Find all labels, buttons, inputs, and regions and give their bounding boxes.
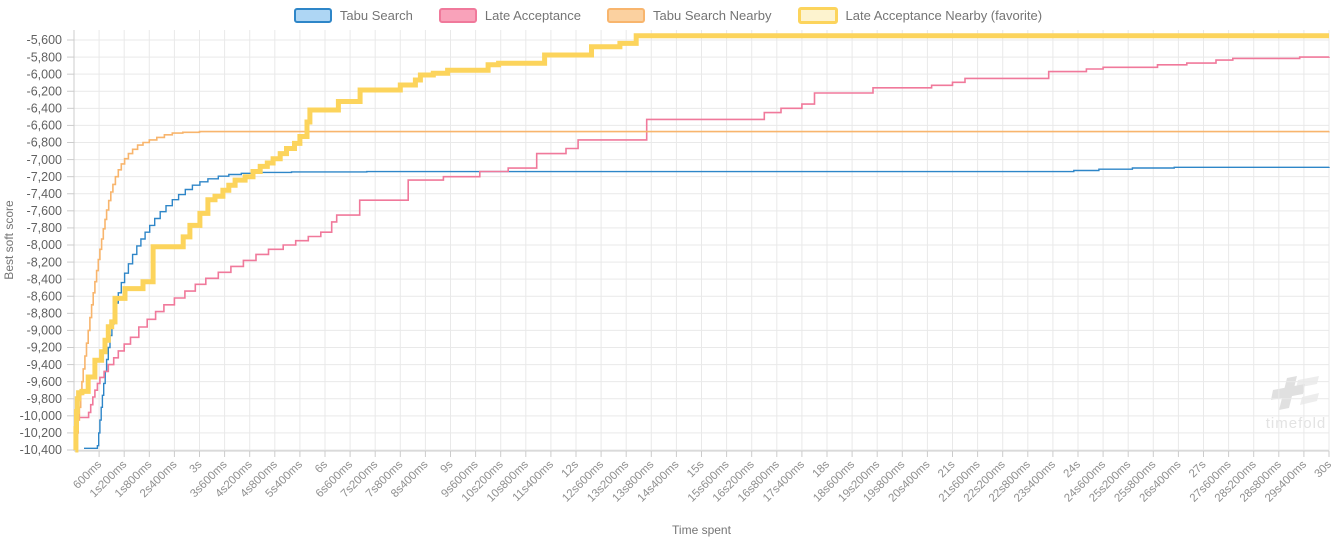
legend-label: Tabu Search Nearby [653, 8, 772, 23]
x-tick-label: 3s [188, 458, 205, 475]
legend-item-late-acceptance[interactable]: Late Acceptance [438, 8, 582, 23]
series-line-late-acceptance [75, 56, 1330, 450]
y-tick-label: -8,200 [27, 255, 62, 269]
y-tick-label: -9,200 [27, 341, 62, 355]
y-tick-label: -6,800 [27, 136, 62, 150]
legend-item-tabu-search-nearby[interactable]: Tabu Search Nearby [607, 8, 772, 23]
legend-swatch-late-acceptance [438, 8, 477, 23]
y-tick-label: -5,800 [27, 50, 62, 64]
y-tick-label: -5,600 [27, 33, 62, 47]
y-tick-label: -9,000 [27, 324, 62, 338]
y-tick-label: -8,000 [27, 238, 62, 252]
y-tick-label: -9,400 [27, 358, 62, 372]
y-axis-labels: -5,600 -5,800 -6,000 -6,200 -6,400 -6,600 -6,8… [20, 33, 62, 457]
series-line-late-acceptance-nearby-favorite [73, 33, 1329, 453]
y-tick-label: -8,600 [27, 289, 62, 303]
legend-item-late-acceptance-nearby[interactable]: Late Acceptance Nearby (favorite) [797, 7, 1043, 24]
series-line-tabu-search [84, 166, 1330, 449]
y-tick-label: -8,800 [27, 307, 62, 321]
grid-lines [74, 30, 1330, 451]
legend-label: Late Acceptance [484, 8, 582, 23]
y-tick-label: -7,600 [27, 204, 62, 218]
x-tick-label: 9s [439, 458, 456, 475]
y-tick-label: -7,200 [27, 170, 62, 184]
legend-swatch-tabu-search [293, 8, 332, 23]
x-axis-title: Time spent [672, 523, 731, 537]
y-tick-label: -10,200 [20, 426, 62, 440]
y-tick-label: -6,400 [27, 102, 62, 116]
y-tick-label: -9,600 [27, 375, 62, 389]
legend-item-tabu-search[interactable]: Tabu Search [293, 8, 413, 23]
chart-legend: Tabu Search Late Acceptance Tabu Search … [0, 7, 1336, 24]
legend-label: Tabu Search [339, 8, 413, 23]
y-tick-label: -6,600 [27, 119, 62, 133]
y-tick-label: -8,400 [27, 272, 62, 286]
y-tick-label: -10,400 [20, 443, 62, 457]
series-line-tabu-search-nearby [76, 130, 1330, 450]
timefold-watermark: timefold [1250, 374, 1336, 432]
y-tick-label: -6,200 [27, 84, 62, 98]
y-tick-label: -10,000 [20, 409, 62, 423]
y-tick-label: -6,000 [27, 67, 62, 81]
axes [67, 30, 1330, 457]
timefold-watermark-text: timefold [1265, 415, 1327, 432]
y-tick-label: -7,000 [27, 153, 62, 167]
x-tick-label: 30s [1313, 458, 1335, 480]
y-tick-label: -7,400 [27, 187, 62, 201]
x-tick-label: 6s [313, 458, 330, 475]
y-tick-label: -9,800 [27, 392, 62, 406]
y-tick-label: -7,800 [27, 221, 62, 235]
timefold-logo-icon [1271, 376, 1319, 410]
legend-swatch-late-acceptance-nearby [797, 7, 838, 24]
legend-swatch-tabu-search-nearby [607, 8, 646, 23]
legend-label: Late Acceptance Nearby (favorite) [845, 8, 1043, 23]
